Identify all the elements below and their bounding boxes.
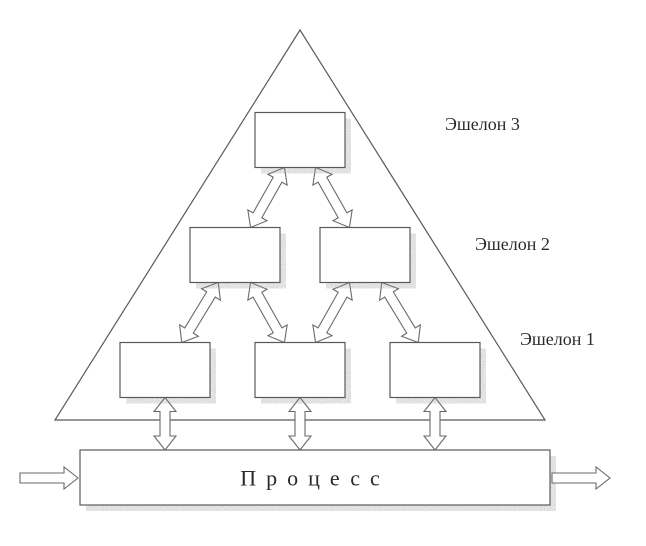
flow-arrow (552, 467, 610, 489)
double-arrow (424, 398, 446, 451)
flow-arrow (20, 467, 78, 489)
process-label: Процесс (240, 466, 390, 491)
node-n1b (255, 343, 345, 398)
node-n1c (390, 343, 480, 398)
hierarchy-diagram: Процесс Эшелон 3 Эшелон 2 Эшелон 1 (0, 0, 646, 546)
echelon-label-1: Эшелон 1 (520, 329, 595, 349)
node-n2a (190, 228, 280, 283)
echelon-label-3: Эшелон 3 (445, 114, 520, 134)
double-arrow (289, 398, 311, 451)
node-n3 (255, 113, 345, 168)
echelon-label-2: Эшелон 2 (475, 234, 550, 254)
node-n2b (320, 228, 410, 283)
node-n1a (120, 343, 210, 398)
double-arrow (154, 398, 176, 451)
